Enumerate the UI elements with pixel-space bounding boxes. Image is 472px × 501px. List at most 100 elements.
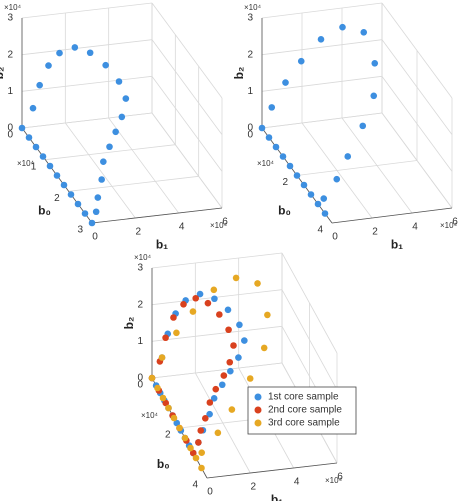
data-point [220, 372, 228, 379]
data-point [344, 153, 352, 160]
data-point [74, 200, 82, 208]
data-point [165, 404, 172, 412]
y-tick-label: 4 [412, 222, 418, 233]
z-exponent: ×10⁴ [244, 3, 262, 12]
grid-line [261, 112, 383, 129]
data-point [370, 92, 378, 100]
grid-line [151, 76, 223, 172]
data-point [100, 158, 107, 165]
grid-line [151, 112, 223, 209]
data-point [282, 79, 289, 86]
grid-line [261, 75, 383, 92]
grid-line [151, 325, 283, 342]
data-point [162, 334, 169, 342]
y-axis-label: b₁ [271, 493, 283, 501]
grid-line [151, 39, 223, 135]
z-tick-label: 1 [7, 86, 13, 97]
data-point [236, 321, 243, 329]
data-point [195, 439, 202, 446]
data-point [360, 28, 368, 36]
data-point [53, 172, 61, 179]
data-point [211, 295, 218, 303]
z-tick-label: 0 [7, 123, 13, 134]
data-point [170, 314, 177, 321]
data-point [300, 181, 308, 189]
data-point [201, 415, 209, 422]
data-point [122, 95, 130, 102]
x-tick-label: 0 [247, 130, 253, 141]
x-tick-label: 0 [7, 130, 13, 141]
data-point [210, 395, 218, 402]
data-point [197, 427, 205, 434]
data-point [227, 367, 234, 375]
data-point [148, 374, 156, 382]
data-point [320, 195, 328, 202]
y-tick-label: 0 [207, 487, 213, 498]
data-point [46, 162, 54, 170]
data-point [18, 124, 26, 132]
data-point [225, 326, 232, 334]
axis-line [91, 207, 223, 224]
data-point [246, 375, 254, 382]
data-point [106, 143, 113, 151]
data-point [333, 175, 341, 183]
data-point [92, 208, 100, 216]
data-point [206, 399, 214, 406]
grid-line [151, 2, 223, 99]
data-point [254, 280, 261, 287]
x-tick-label: 2 [282, 177, 288, 188]
z-tick-label: 3 [247, 13, 253, 24]
grid-line [108, 117, 179, 214]
data-point [272, 143, 280, 151]
data-point [260, 344, 268, 352]
data-point [286, 162, 294, 170]
data-point [307, 191, 315, 198]
data-point [173, 329, 180, 337]
y-tick-label: 2 [251, 482, 257, 493]
data-point [67, 191, 75, 198]
data-point [56, 49, 63, 57]
x-axis-label: b₀ [157, 457, 170, 471]
data-point [94, 194, 102, 201]
data-point [36, 81, 43, 89]
z-axis-label: b₂ [122, 317, 136, 330]
data-point [158, 354, 166, 361]
grid-line [151, 252, 283, 269]
data-point [162, 399, 170, 407]
axis-line [331, 207, 453, 224]
data-point [81, 210, 89, 217]
y-tick-label: 4 [179, 222, 185, 233]
z-tick-label: 2 [7, 49, 13, 60]
z-axis-label: b₂ [232, 67, 246, 80]
grid-line [21, 112, 153, 129]
data-point [159, 394, 167, 402]
data-point [265, 134, 273, 141]
data-point [181, 434, 189, 442]
data-point [192, 294, 200, 302]
x-tick-label: 2 [165, 430, 171, 441]
y-tick-label: 6 [222, 217, 228, 228]
data-point [39, 153, 47, 160]
data-point [189, 308, 197, 315]
data-point [258, 124, 266, 132]
grid-line [296, 160, 418, 176]
data-point [317, 36, 325, 43]
legend-marker [254, 393, 262, 401]
data-point [198, 449, 206, 456]
x-tick-label: 4 [317, 225, 323, 236]
legend-marker [254, 419, 262, 427]
x-tick-label: 0 [137, 380, 143, 391]
data-point [32, 143, 40, 151]
x-exponent: ×10⁴ [257, 159, 275, 168]
y-axis-label: b₁ [391, 238, 403, 252]
data-point [196, 290, 204, 298]
data-point [214, 429, 222, 437]
y-axis-label: b₁ [156, 238, 168, 252]
z-tick-label: 1 [247, 86, 253, 97]
grid-line [261, 2, 383, 19]
axis-line [206, 462, 338, 479]
